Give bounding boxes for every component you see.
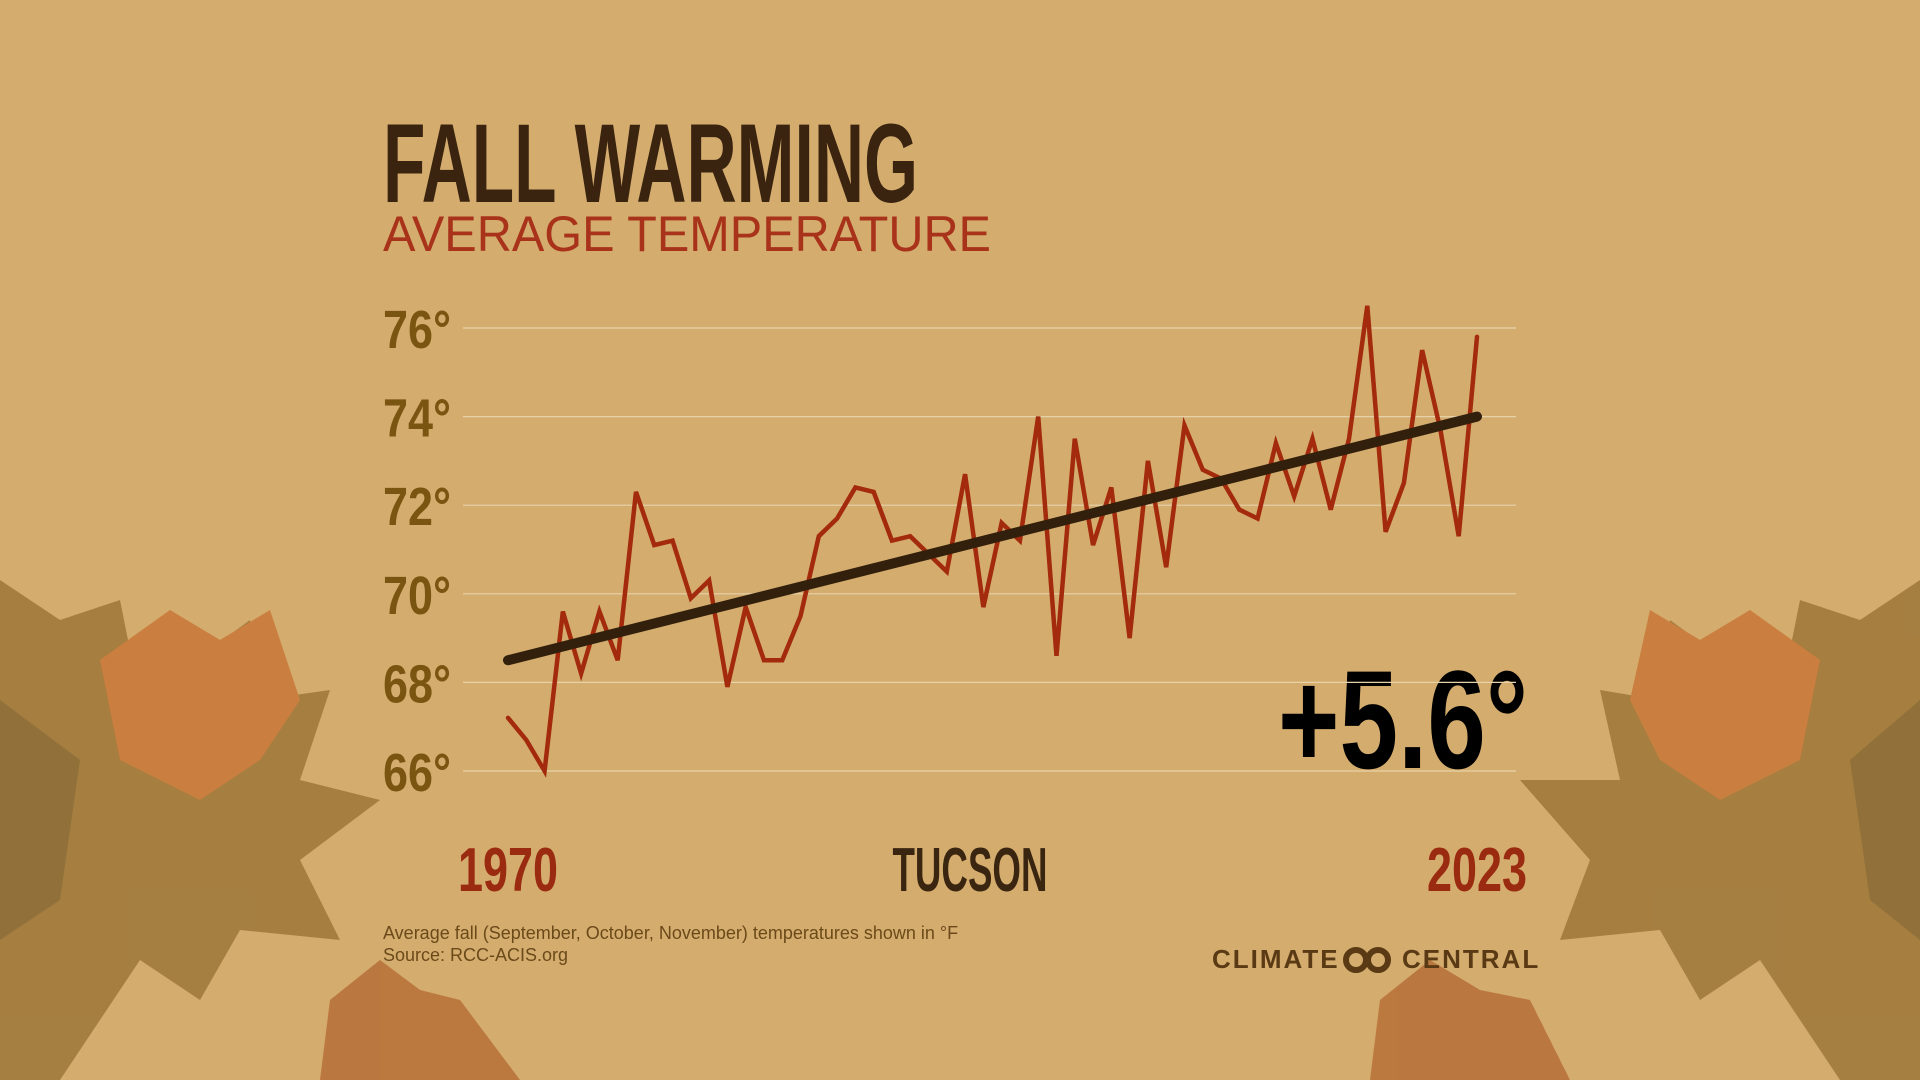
leaves-left	[0, 580, 520, 1080]
y-tick-label: 70°	[383, 566, 451, 626]
location-label: TUCSON	[893, 836, 1048, 905]
y-tick-label: 68°	[383, 654, 451, 714]
leaves-right	[1370, 580, 1920, 1080]
temperature-line	[505, 305, 1480, 778]
footnote: Average fall (September, October, Novemb…	[383, 923, 958, 943]
logo-text: CENTRAL	[1402, 944, 1540, 974]
chart-subtitle: AVERAGE TEMPERATURE	[383, 206, 991, 262]
trend-line	[503, 411, 1482, 666]
change-annotation: +5.6°	[1278, 641, 1528, 798]
y-tick-label: 74°	[383, 389, 451, 449]
logo-text: CLIMATE	[1212, 944, 1340, 974]
x-tick-label: 2023	[1427, 836, 1527, 905]
x-tick-label: 1970	[458, 836, 558, 905]
logo-ring	[1365, 947, 1391, 973]
y-tick-label: 72°	[383, 477, 451, 537]
source: Source: RCC-ACIS.org	[383, 945, 568, 965]
y-tick-label: 66°	[383, 743, 451, 803]
y-tick-label: 76°	[383, 300, 451, 360]
chart-title: FALL WARMING	[383, 101, 918, 226]
